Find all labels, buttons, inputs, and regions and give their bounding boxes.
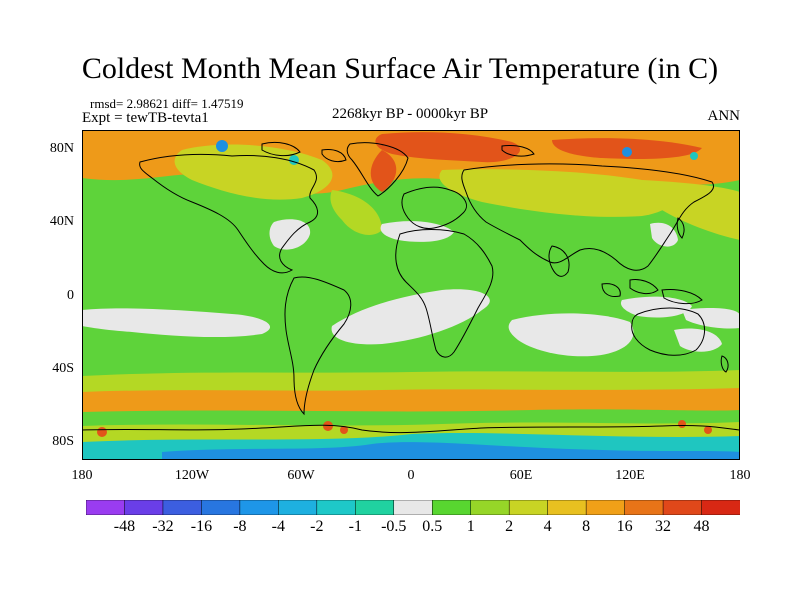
lat-label-80n: 80N <box>49 141 74 156</box>
colorbar-swatch <box>508 500 549 515</box>
lat-label-40n: 40N <box>49 214 74 229</box>
colorbar-swatch <box>162 500 202 515</box>
colorbar-label: -1 <box>348 518 362 535</box>
white-region-pacific-n <box>650 222 678 247</box>
colorbar-swatch <box>701 500 740 515</box>
colorbar-label: -8 <box>233 518 247 535</box>
white-region-south-pacific <box>82 308 271 338</box>
cool-spot <box>216 140 228 152</box>
colorbar-label: -32 <box>152 518 174 535</box>
colorbar-label: 8 <box>582 518 591 535</box>
cool-spot <box>690 152 698 160</box>
cool-spot <box>289 155 299 165</box>
antarctic-hot-spot <box>340 426 348 434</box>
colorbar-label: 48 <box>693 518 710 535</box>
colorbar-swatch <box>662 500 703 515</box>
colorbar-swatch <box>393 500 433 515</box>
lon-label-120e: 120E <box>615 468 645 483</box>
colorbar-swatch <box>355 500 395 515</box>
lon-label-60w: 60W <box>287 468 315 483</box>
colorbar-label: 1 <box>466 518 475 535</box>
colorbar-label: 2 <box>505 518 514 535</box>
white-region-south-atlantic <box>331 289 490 345</box>
colorbar-swatch <box>470 500 510 515</box>
lon-label-0: 0 <box>407 468 415 483</box>
siberia-yellow <box>439 169 672 217</box>
colorbar-swatch <box>585 500 626 515</box>
season-label: ANN <box>707 108 741 124</box>
experiment-label: Expt = tewTB-tevta1 <box>82 110 209 126</box>
lat-label-40s: 40S <box>52 361 74 376</box>
plot-title: Coldest Month Mean Surface Air Temperatu… <box>81 52 719 85</box>
colorbar-swatch <box>316 500 356 515</box>
colorbar-label: 32 <box>655 518 672 535</box>
white-region-indian <box>508 313 634 357</box>
colorbar-swatch <box>547 500 587 515</box>
lon-label-180w: 180 <box>71 468 93 483</box>
colorbar-swatch <box>239 500 279 515</box>
coastlines <box>82 141 740 434</box>
colorbar-label: -16 <box>190 518 213 535</box>
antarctic-hot-spot <box>678 420 686 428</box>
temperature-map <box>82 130 740 460</box>
cool-spot <box>622 147 632 157</box>
antarctic-blue <box>162 442 740 460</box>
colorbar-label: -2 <box>310 518 324 535</box>
colorbar-swatch <box>624 500 664 515</box>
antarctic-hot-spot <box>704 426 712 434</box>
antarctic-hot-spot <box>97 427 107 437</box>
colorbar-label: 4 <box>543 518 552 535</box>
colorbar-swatch <box>86 500 126 515</box>
colorbar-label: 0.5 <box>422 518 443 535</box>
white-region-atlantic <box>269 219 311 250</box>
lon-label-60e: 60E <box>509 468 533 483</box>
white-region-west-pacific <box>674 328 722 352</box>
greenland-warm <box>370 150 397 192</box>
lon-label-120w: 120W <box>174 468 210 483</box>
arctic-hot-region <box>375 132 521 163</box>
colorbar-swatch <box>124 500 164 515</box>
colorbar-label: -0.5 <box>381 518 407 535</box>
colorbar-swatch <box>431 500 472 515</box>
antarctic-hot-spot <box>323 421 333 431</box>
colorbar-swatch <box>278 500 318 515</box>
colorbar-label: -48 <box>113 518 136 535</box>
north-pacific-yellow <box>642 180 740 240</box>
lat-label-80s: 80S <box>52 434 74 449</box>
lat-label-0: 0 <box>67 288 74 303</box>
stats-text: rmsd= 2.98621 diff= 1.47519 <box>90 96 244 111</box>
colorbar <box>86 500 740 515</box>
period-label: 2268kyr BP - 0000kyr BP <box>331 106 489 122</box>
colorbar-swatch <box>201 500 241 515</box>
colorbar-label: 16 <box>616 518 633 535</box>
colorbar-label: -4 <box>271 518 285 535</box>
lon-label-180e: 180 <box>729 468 751 483</box>
north-atlantic-yellow <box>330 190 382 235</box>
